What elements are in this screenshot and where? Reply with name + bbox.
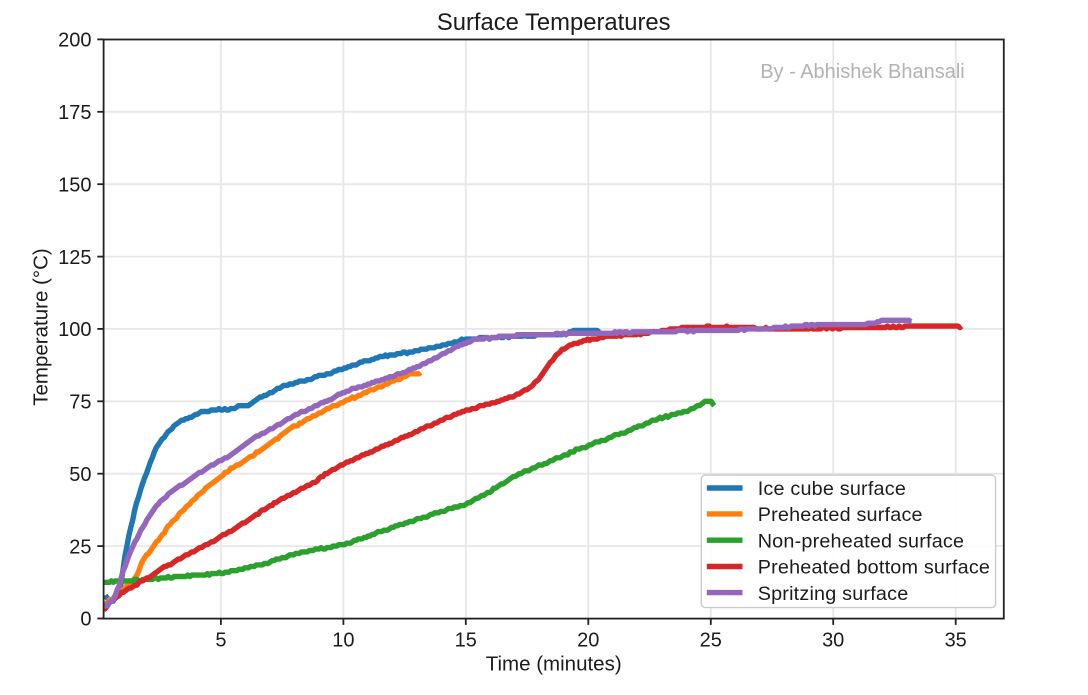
svg-text:35: 35: [945, 629, 967, 651]
svg-text:Spritzing surface: Spritzing surface: [758, 583, 909, 605]
svg-text:175: 175: [58, 102, 91, 124]
svg-text:125: 125: [58, 247, 91, 269]
svg-text:Ice cube surface: Ice cube surface: [758, 478, 906, 500]
svg-text:50: 50: [69, 464, 91, 486]
svg-text:Non-preheated surface: Non-preheated surface: [758, 530, 965, 552]
svg-text:25: 25: [69, 536, 91, 558]
svg-text:150: 150: [58, 174, 91, 196]
svg-text:100: 100: [58, 319, 91, 341]
svg-text:0: 0: [80, 609, 91, 631]
svg-text:30: 30: [822, 629, 844, 651]
svg-text:20: 20: [577, 629, 599, 651]
svg-text:5: 5: [215, 629, 226, 651]
svg-text:15: 15: [455, 629, 477, 651]
svg-text:Preheated surface: Preheated surface: [758, 504, 923, 526]
svg-text:Temperature (°C): Temperature (°C): [30, 248, 53, 405]
svg-text:By - Abhishek Bhansali: By - Abhishek Bhansali: [760, 61, 965, 83]
svg-text:10: 10: [332, 629, 354, 651]
svg-text:Surface Temperatures: Surface Temperatures: [437, 9, 671, 36]
svg-text:200: 200: [58, 30, 91, 52]
svg-text:Time (minutes): Time (minutes): [486, 652, 622, 675]
svg-text:Preheated bottom surface: Preheated bottom surface: [758, 557, 990, 579]
svg-text:75: 75: [69, 392, 91, 414]
svg-text:25: 25: [700, 629, 722, 651]
